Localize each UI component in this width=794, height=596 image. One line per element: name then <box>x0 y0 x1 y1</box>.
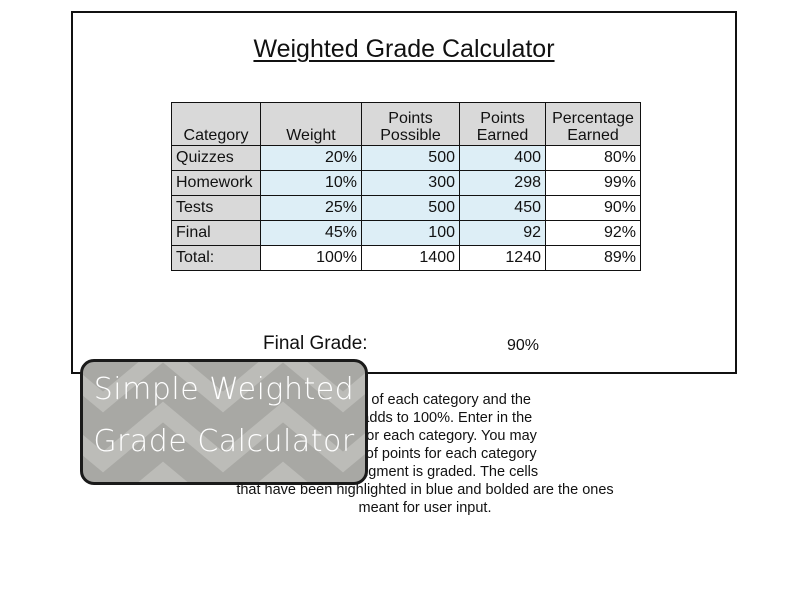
column-header-weight: Weight <box>260 102 362 146</box>
points-possible-input-cell[interactable]: 500 <box>361 195 460 221</box>
table-total-row: Total: 100% 1400 1240 89% <box>171 245 641 271</box>
total-weight-cell: 100% <box>260 245 362 271</box>
points-earned-input-cell[interactable]: 298 <box>459 170 546 196</box>
table-row: Final 45% 100 92 92% <box>171 220 641 246</box>
column-header-category: Category <box>171 102 261 146</box>
points-possible-input-cell[interactable]: 100 <box>361 220 460 246</box>
column-header-percentage-earned: Percentage Earned <box>545 102 641 146</box>
percentage-cell: 80% <box>545 145 641 171</box>
table-row: Homework 10% 300 298 99% <box>171 170 641 196</box>
points-possible-input-cell[interactable]: 500 <box>361 145 460 171</box>
instructions-line: that have been highlighted in blue and b… <box>236 482 614 498</box>
weight-input-cell[interactable]: 45% <box>260 220 362 246</box>
badge-title-line2: Grade Calculator <box>93 424 355 459</box>
page-title: Weighted Grade Calculator <box>253 35 555 63</box>
points-earned-input-cell[interactable]: 92 <box>459 220 546 246</box>
category-cell: Final <box>171 220 261 246</box>
total-percentage-cell: 89% <box>545 245 641 271</box>
total-possible-cell: 1400 <box>361 245 460 271</box>
category-cell: Quizzes <box>171 145 261 171</box>
total-earned-cell: 1240 <box>459 245 546 271</box>
instructions-line: e name of each category and the <box>318 392 531 408</box>
instructions-line: re this adds to 100%. Enter in the <box>317 410 533 426</box>
percentage-cell: 90% <box>545 195 641 221</box>
weight-input-cell[interactable]: 20% <box>260 145 362 171</box>
points-earned-input-cell[interactable]: 450 <box>459 195 546 221</box>
chevron-pattern <box>83 362 365 482</box>
instructions-line: amount of points for each category <box>313 446 537 462</box>
badge-title-line1: Simple Weighted <box>93 372 355 407</box>
calculator-sheet: Weighted Grade Calculator Category Weigh… <box>71 11 737 374</box>
final-grade-label: Final Grade: <box>263 333 368 354</box>
instructions-line: earned for each category. You may <box>313 428 537 444</box>
table-row: Quizzes 20% 500 400 80% <box>171 145 641 171</box>
table-row: Tests 25% 500 450 90% <box>171 195 641 221</box>
column-header-points-earned: Points Earned <box>459 102 546 146</box>
title-badge: Simple Weighted Grade Calculator <box>80 359 368 485</box>
final-grade-value: 90% <box>507 337 540 354</box>
category-cell: Homework <box>171 170 261 196</box>
instructions-line: new assigment is graded. The cells <box>311 464 539 480</box>
percentage-cell: 92% <box>545 220 641 246</box>
points-possible-input-cell[interactable]: 300 <box>361 170 460 196</box>
weight-input-cell[interactable]: 10% <box>260 170 362 196</box>
column-header-points-possible: Points Possible <box>361 102 460 146</box>
weight-input-cell[interactable]: 25% <box>260 195 362 221</box>
total-label-cell: Total: <box>171 245 261 271</box>
percentage-cell: 99% <box>545 170 641 196</box>
points-earned-input-cell[interactable]: 400 <box>459 145 546 171</box>
table-header-row: Category Weight Points Possible Points Ear… <box>171 102 641 146</box>
grade-table: Category Weight Points Possible Points Ear… <box>171 102 641 271</box>
instructions-text: e name of each category and the re this … <box>180 391 670 517</box>
instructions-line: meant for user input. <box>358 500 492 516</box>
category-cell: Tests <box>171 195 261 221</box>
